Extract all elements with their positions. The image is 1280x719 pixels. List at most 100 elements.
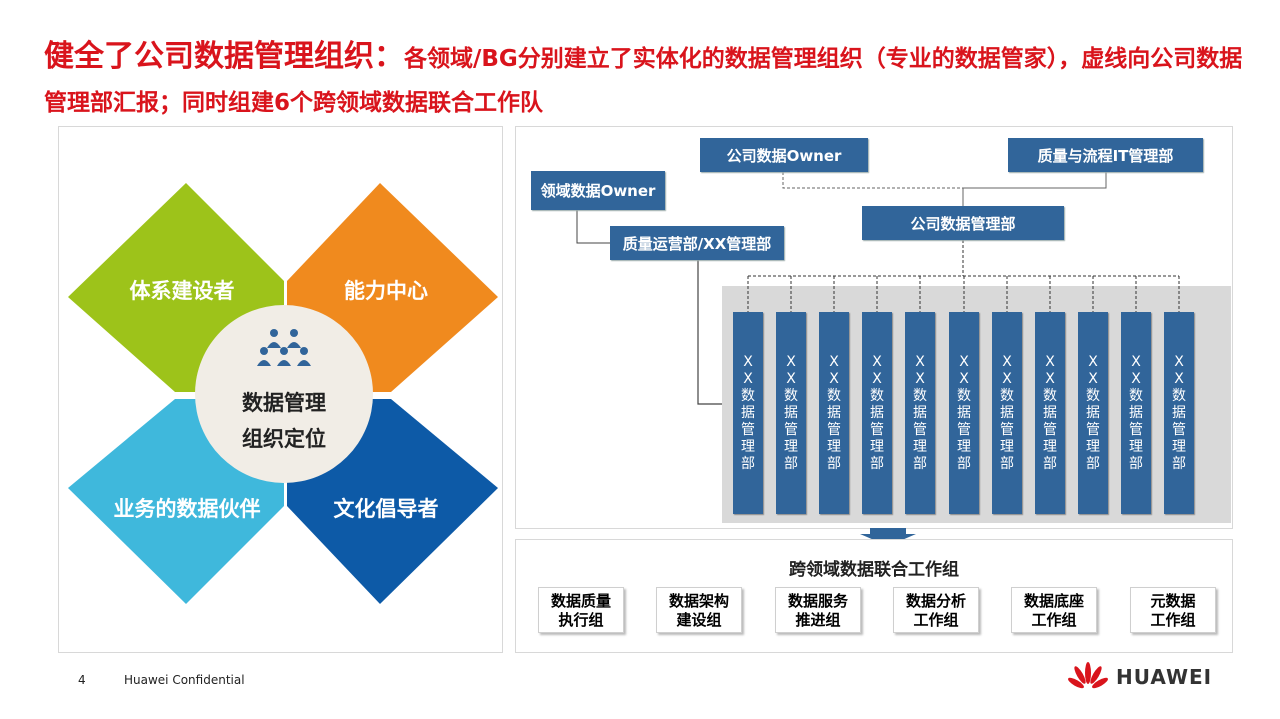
dept-char: 据	[1172, 404, 1186, 421]
dept-char: 据	[827, 404, 841, 421]
dept-char: X	[829, 353, 839, 370]
dept-char: 数	[913, 387, 927, 404]
dept-char: X	[915, 370, 925, 387]
dept-char: 据	[1129, 404, 1143, 421]
dept-char: 数	[1129, 387, 1143, 404]
dept-char: 部	[827, 455, 841, 472]
dept-char: 管	[1129, 421, 1143, 438]
dept-char: X	[743, 353, 753, 370]
work-group-line1: 数据分析	[905, 592, 966, 610]
work-group-line1: 数据服务	[787, 592, 848, 610]
dept-char: X	[743, 370, 753, 387]
huawei-flower-icon	[1068, 662, 1108, 689]
groups-title: 跨领域数据联合工作组	[789, 560, 959, 580]
dept-char: 管	[1000, 421, 1014, 438]
title-sub: 各领域/BG分别建立了实体化的数据管理组织（专业的数据管家），虚线向公司数据管理…	[44, 46, 1243, 116]
petal-label-builder: 体系建设者	[129, 279, 235, 303]
dept-char: 部	[1043, 455, 1057, 472]
center-label-2: 组织定位	[242, 427, 326, 451]
dept-char: 数	[1172, 387, 1186, 404]
petal-label-partner: 业务的数据伙伴	[113, 497, 261, 521]
work-group-box: 元数据 工作组	[1130, 587, 1216, 633]
dept-char: 管	[1043, 421, 1057, 438]
dept-char: X	[1131, 353, 1141, 370]
dept-char: 管	[1086, 421, 1100, 438]
dept-char: 据	[1000, 404, 1014, 421]
work-group-line1: 数据质量	[550, 592, 611, 610]
dept-char: 据	[913, 404, 927, 421]
dept-char: X	[1045, 370, 1055, 387]
dept-char: X	[1088, 370, 1098, 387]
dept-char: 管	[784, 421, 798, 438]
dept-char: 理	[827, 438, 841, 455]
dept-char: 管	[741, 421, 755, 438]
huawei-logo: HUAWEI	[1068, 661, 1212, 693]
dept-char: 据	[870, 404, 884, 421]
dept-char: 部	[1000, 455, 1014, 472]
dept-char: 理	[784, 438, 798, 455]
dept-char: X	[872, 370, 882, 387]
company-data-owner-box: 公司数据Owner	[700, 138, 868, 172]
dept-char: 据	[957, 404, 971, 421]
dept-char: X	[959, 353, 969, 370]
dept-char: 部	[870, 455, 884, 472]
work-group-box: 数据质量 执行组	[538, 587, 624, 633]
dept-char: 理	[957, 438, 971, 455]
dept-char: 数	[741, 387, 755, 404]
work-group-line2: 建设组	[676, 611, 722, 629]
left-panel: 体系建设者 能力中心 业务的数据伙伴 文化倡导者 数据管理 组织定位	[58, 126, 503, 653]
dept-char: 数	[870, 387, 884, 404]
dept-char: X	[915, 353, 925, 370]
petal-label-capability: 能力中心	[344, 279, 428, 303]
dept-char: 部	[957, 455, 971, 472]
role-diamond	[68, 183, 498, 604]
work-group-line1: 数据架构	[668, 592, 729, 610]
work-group-line2: 工作组	[1150, 611, 1196, 629]
dept-char: X	[872, 353, 882, 370]
dept-char: 部	[1172, 455, 1186, 472]
dept-char: 据	[1086, 404, 1100, 421]
quality-ops-box: 质量运营部/XX管理部	[610, 226, 784, 260]
dept-char: 据	[1043, 404, 1057, 421]
down-arrow-icon	[860, 528, 916, 546]
dept-char: 管	[913, 421, 927, 438]
dept-char: 部	[784, 455, 798, 472]
dept-char: X	[829, 370, 839, 387]
dept-char: 理	[741, 438, 755, 455]
dept-char: 理	[1129, 438, 1143, 455]
dept-char: X	[1045, 353, 1055, 370]
dept-char: 数	[1000, 387, 1014, 404]
dept-char: 数	[827, 387, 841, 404]
center-label-1: 数据管理	[242, 391, 326, 415]
dept-char: X	[1088, 353, 1098, 370]
work-group-box: 数据架构 建设组	[656, 587, 742, 633]
dept-char: X	[1174, 370, 1184, 387]
work-group-line2: 工作组	[1031, 611, 1077, 629]
dept-char: 理	[1172, 438, 1186, 455]
work-group-line2: 执行组	[558, 611, 604, 629]
dept-char: 据	[741, 404, 755, 421]
dept-char: X	[959, 370, 969, 387]
work-group-line2: 推进组	[795, 611, 841, 629]
company-data-mgmt-box: 公司数据管理部	[862, 206, 1064, 240]
people-group-icon	[257, 329, 311, 366]
petal-label-culture: 文化倡导者	[333, 497, 439, 521]
dept-char: X	[1174, 353, 1184, 370]
work-group-line1: 数据底座	[1023, 592, 1084, 610]
dept-char: X	[1131, 370, 1141, 387]
slide-title: 健全了公司数据管理组织：各领域/BG分别建立了实体化的数据管理组织（专业的数据管…	[44, 36, 1244, 126]
work-group-box: 数据服务 推进组	[775, 587, 861, 633]
dept-char: 部	[1086, 455, 1100, 472]
dept-char: 理	[913, 438, 927, 455]
title-main: 健全了公司数据管理组织：	[44, 39, 404, 74]
page-number: 4	[78, 673, 86, 687]
dept-char: 部	[913, 455, 927, 472]
